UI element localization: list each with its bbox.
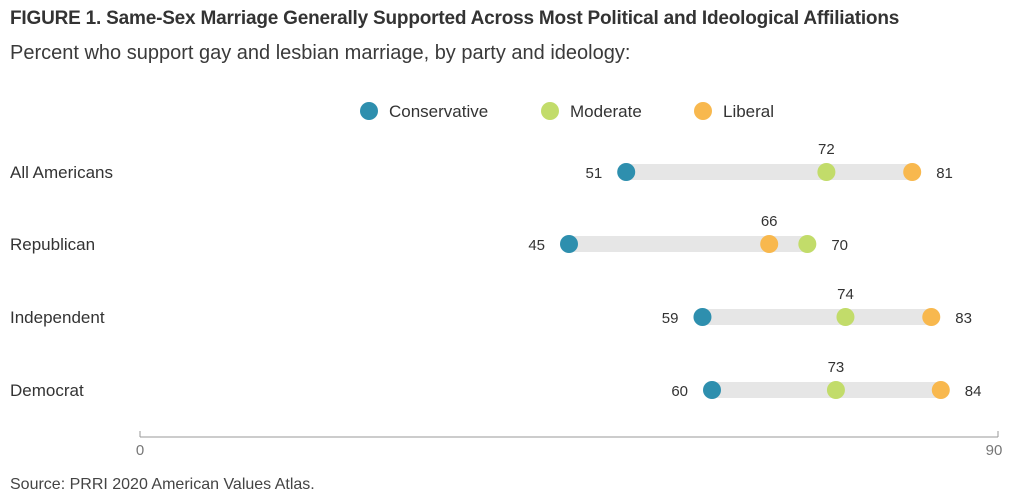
category-label-independent: Independent xyxy=(10,308,105,327)
chart-rows: All Americans 51 72 81 Republican 45 70 66 Indep… xyxy=(10,141,981,400)
value-label-all-americans-moderate: 72 xyxy=(818,141,835,158)
dot-republican-moderate xyxy=(798,235,817,253)
range-bar-republican xyxy=(569,236,808,252)
value-label-independent-conservative: 59 xyxy=(662,310,679,327)
value-label-democrat-liberal: 84 xyxy=(965,383,982,400)
value-label-republican-moderate: 70 xyxy=(831,237,848,254)
x-tick-label-min: 0 xyxy=(136,442,144,459)
dot-republican-conservative xyxy=(560,235,578,253)
dot-all-americans-moderate xyxy=(817,163,836,181)
chart-title: FIGURE 1. Same-Sex Marriage Generally Su… xyxy=(10,8,900,29)
x-axis: 0 90 xyxy=(136,431,1003,459)
value-label-republican-conservative: 45 xyxy=(528,237,545,254)
legend-marker-moderate xyxy=(541,102,559,120)
dot-all-americans-liberal xyxy=(903,163,922,181)
legend-label-moderate: Moderate xyxy=(570,102,642,121)
dot-democrat-conservative xyxy=(703,381,721,399)
value-label-independent-liberal: 83 xyxy=(955,310,972,327)
range-bar-democrat xyxy=(712,382,941,398)
range-bar-independent xyxy=(702,309,932,325)
chart-subtitle: Percent who support gay and lesbian marr… xyxy=(10,42,631,64)
value-label-all-americans-liberal: 81 xyxy=(936,165,953,182)
x-tick-label-max: 90 xyxy=(986,442,1003,459)
value-label-independent-moderate: 74 xyxy=(837,286,854,303)
legend: Conservative Moderate Liberal xyxy=(360,102,774,121)
dot-all-americans-conservative xyxy=(617,163,636,181)
source-note: Source: PRRI 2020 American Values Atlas. xyxy=(10,476,315,493)
dot-democrat-liberal xyxy=(931,381,950,399)
value-label-democrat-conservative: 60 xyxy=(671,383,688,400)
dot-independent-liberal xyxy=(922,308,941,326)
category-label-democrat: Democrat xyxy=(10,381,84,400)
value-label-democrat-moderate: 73 xyxy=(828,359,845,376)
dot-democrat-moderate xyxy=(826,381,845,399)
value-label-republican-liberal: 66 xyxy=(761,213,778,230)
legend-label-liberal: Liberal xyxy=(723,102,774,121)
legend-label-conservative: Conservative xyxy=(389,102,488,121)
value-label-all-americans-conservative: 51 xyxy=(586,165,603,182)
category-label-all-americans: All Americans xyxy=(10,163,113,182)
dot-republican-liberal xyxy=(760,235,779,253)
dot-independent-conservative xyxy=(693,308,712,326)
dot-independent-moderate xyxy=(836,308,855,326)
legend-marker-conservative xyxy=(360,102,378,120)
category-label-republican: Republican xyxy=(10,235,95,254)
legend-marker-liberal xyxy=(694,102,712,120)
range-bar-all-americans xyxy=(626,164,913,180)
